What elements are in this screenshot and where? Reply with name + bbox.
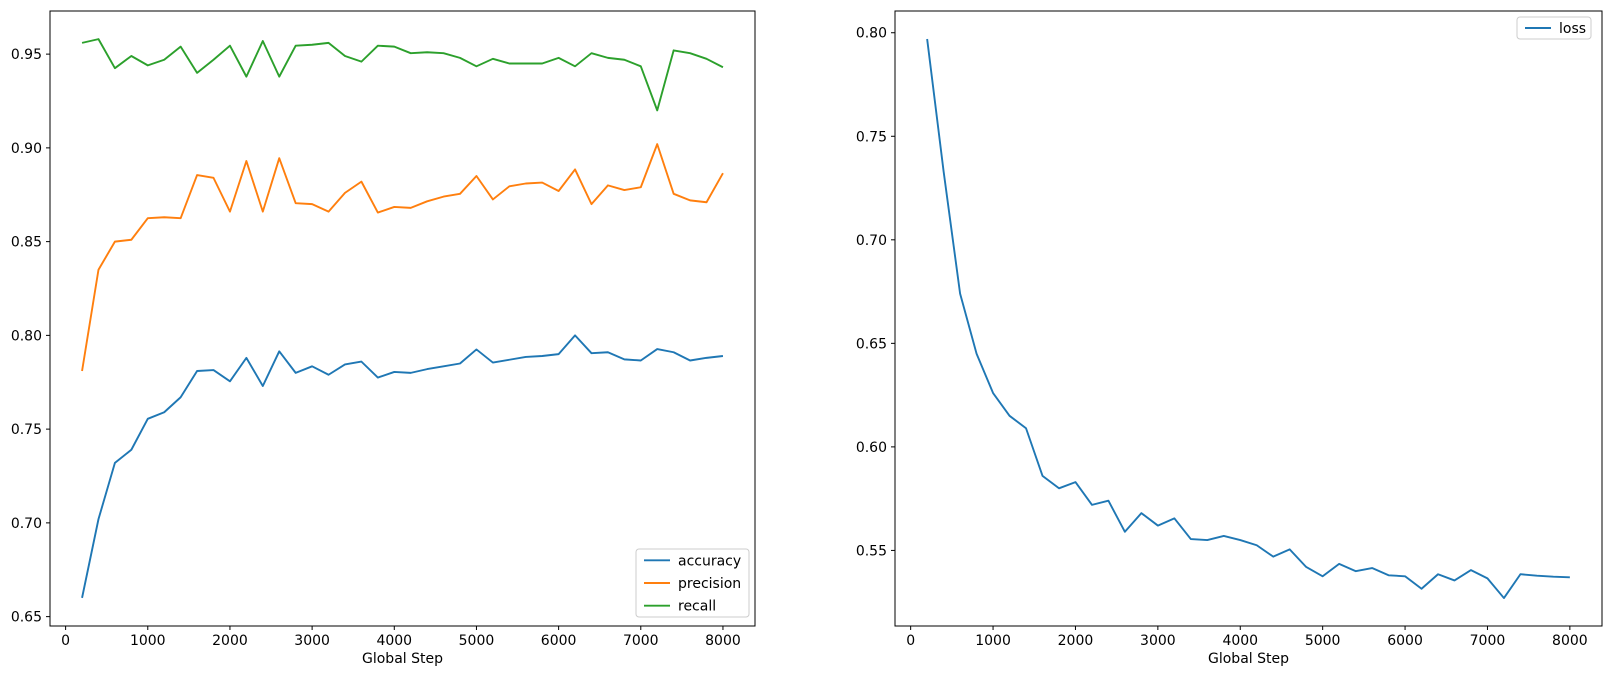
precision-line	[81, 143, 724, 372]
y-tick-label: 0.80	[11, 328, 42, 344]
recall-line	[81, 38, 724, 112]
y-tick-label: 0.90	[11, 141, 42, 157]
x-tick-label: 4000	[376, 633, 412, 649]
y-tick-label: 0.80	[856, 26, 887, 42]
x-tick-label: 0	[61, 633, 70, 649]
x-tick-label: 5000	[459, 633, 495, 649]
x-tick-label: 2000	[1058, 633, 1094, 649]
y-tick-label: 0.85	[11, 235, 42, 251]
x-tick-label: 1000	[130, 633, 166, 649]
x-tick-label: 4000	[1222, 633, 1258, 649]
axes-frame	[894, 10, 1603, 627]
accuracy-line	[81, 334, 724, 599]
x-tick-label: 0	[906, 633, 915, 649]
loss-chart: 0 1000 2000 3000 4000 5000 6000 7000 8000 0.55 0.6…	[856, 10, 1603, 667]
y-tick-label: 0.95	[11, 47, 42, 63]
metrics-legend: accuracy precision recall	[635, 548, 750, 618]
legend-box	[1516, 16, 1592, 40]
metrics-chart: 0 1000 2000 3000 4000 5000 6000 7000 8000 0.65 0.7…	[11, 10, 756, 667]
x-tick-label: 8000	[1552, 633, 1588, 649]
loss-line	[926, 38, 1570, 599]
global-step-label: Global Step	[1208, 651, 1289, 667]
y-tick-label: 0.75	[856, 129, 887, 145]
y-tick-label: 0.65	[856, 336, 887, 352]
x-tick-label: 7000	[623, 633, 659, 649]
y-tick-label: 0.70	[856, 233, 887, 249]
legend-box	[635, 548, 750, 618]
axes-frame	[49, 10, 756, 627]
y-tick-label: 0.75	[11, 422, 42, 438]
y-tick-label: 0.70	[11, 516, 42, 532]
x-tick-label: 2000	[212, 633, 248, 649]
x-tick-label: 1000	[975, 633, 1011, 649]
y-tick-label: 0.60	[856, 440, 887, 456]
y-tick-label: 0.65	[11, 610, 42, 626]
x-tick-label: 5000	[1305, 633, 1341, 649]
x-tick-label: 6000	[1387, 633, 1423, 649]
loss-legend: loss	[1516, 16, 1592, 40]
x-tick-label: 6000	[541, 633, 577, 649]
x-tick-label: 3000	[1140, 633, 1176, 649]
legend-label-accuracy: accuracy	[678, 553, 741, 569]
legend-label-precision: precision	[678, 576, 741, 592]
y-tick-label: 0.55	[856, 543, 887, 559]
global-step-label: Global Step	[362, 651, 443, 667]
legend-label-recall: recall	[678, 599, 716, 615]
x-tick-label: 7000	[1470, 633, 1506, 649]
x-tick-label: 3000	[294, 633, 330, 649]
x-tick-label: 8000	[705, 633, 741, 649]
legend-label-loss: loss	[1559, 21, 1586, 37]
